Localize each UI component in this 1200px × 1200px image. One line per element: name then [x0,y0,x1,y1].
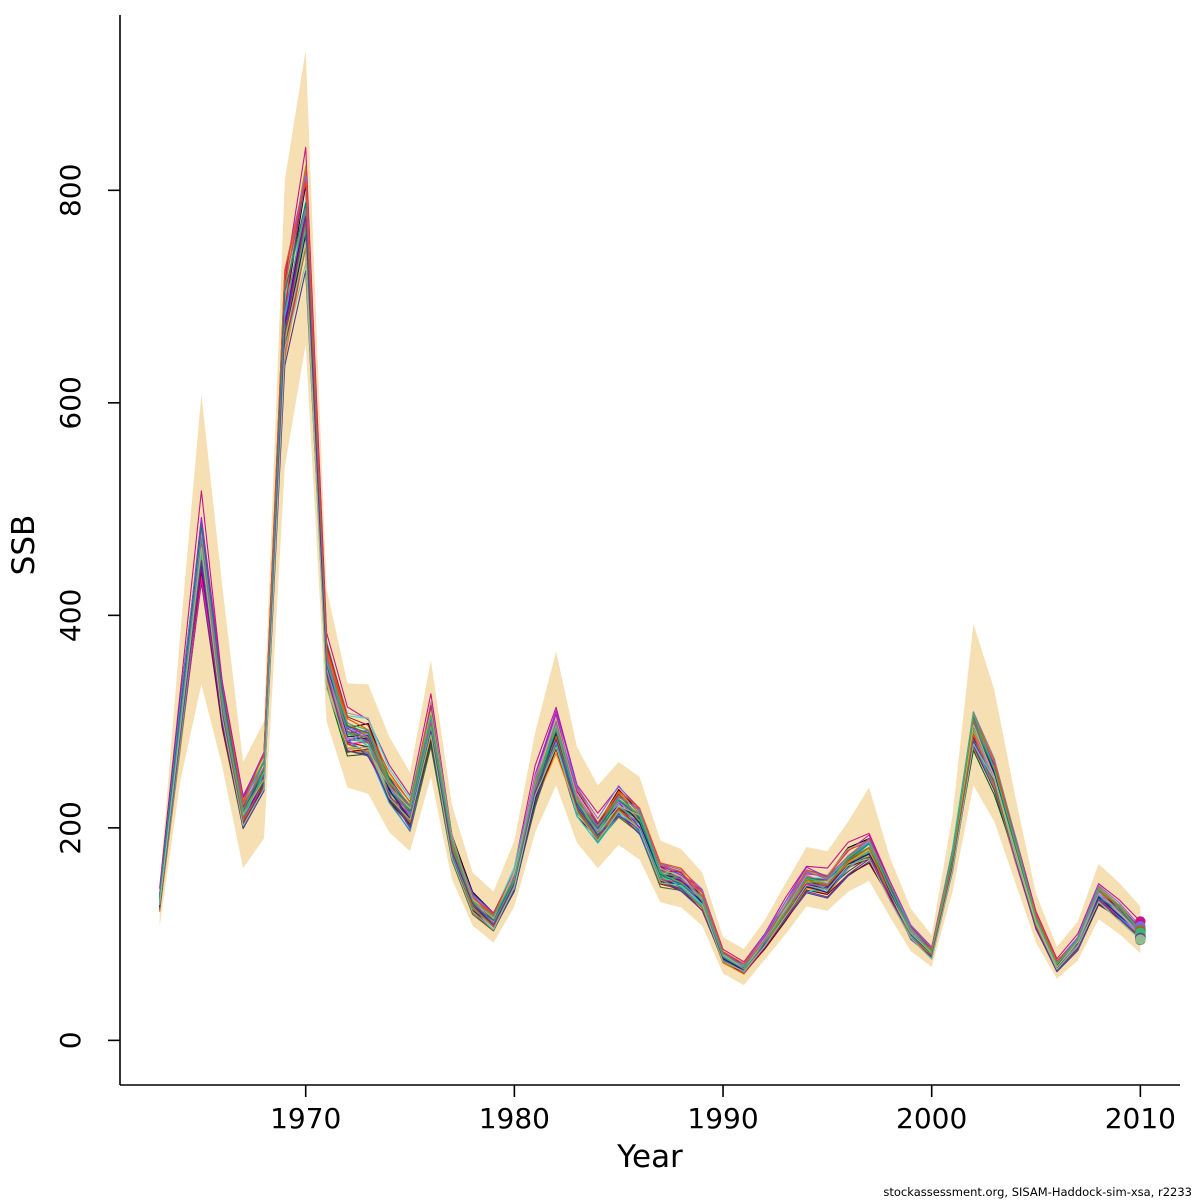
x-tick-label: 1980 [479,1102,550,1135]
ensemble-line [159,262,1141,972]
y-tick-label: 600 [54,376,87,429]
y-tick-label: 800 [54,164,87,217]
x-tick-label: 2010 [1105,1102,1176,1135]
end-point-markers-layer [1135,916,1146,946]
x-tick-label: 1990 [687,1102,758,1135]
x-axis-title: Year [616,1139,683,1175]
y-tick-label: 400 [54,589,87,642]
y-tick-label: 0 [54,1031,87,1049]
x-tick-label: 1970 [270,1102,341,1135]
x-tick-label: 2000 [896,1102,967,1135]
axes-layer: 1970 1980 1990 2000 2010 0 200 400 600 800 [54,15,1180,1135]
y-axis-title: SSB [6,515,42,576]
source-caption: stockassessment.org, SISAM-Haddock-sim-x… [883,1185,1192,1199]
end-point-marker [1135,934,1146,945]
y-tick-label: 200 [54,801,87,854]
ensemble-lines-layer [159,146,1141,975]
